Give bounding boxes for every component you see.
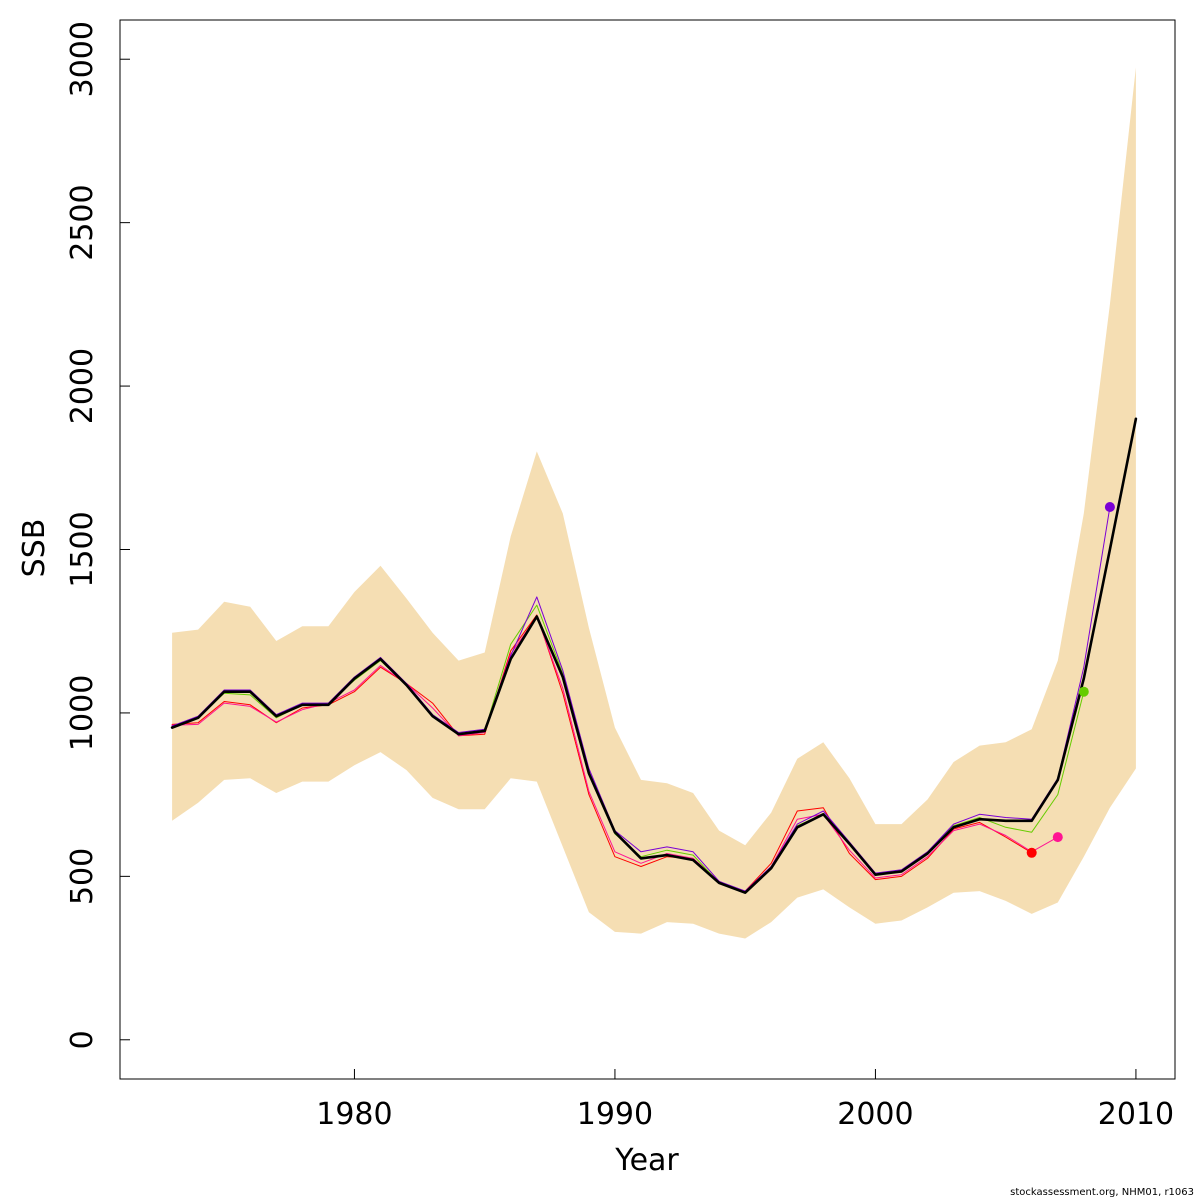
series-layer — [170, 417, 1138, 895]
x-tick-label: 1990 — [577, 1097, 653, 1132]
y-axis-title: SSB — [17, 519, 52, 578]
y-tick-label: 0 — [65, 1030, 100, 1049]
footer-note: stockassessment.org, NHM01, r1063 — [1010, 1187, 1194, 1198]
y-tick-label: 1500 — [65, 511, 100, 587]
axis-layer: 1980 1990 2000 2010 0 500 1000 1500 2000 2500 3000 — [65, 21, 1174, 1132]
x-tick-label: 2000 — [837, 1097, 913, 1132]
y-tick-label: 1000 — [65, 675, 100, 751]
y-tick-label: 2000 — [65, 348, 100, 424]
x-tick-label: 2010 — [1098, 1097, 1174, 1132]
x-tick-label: 1980 — [316, 1097, 392, 1132]
confidence-band-layer — [172, 67, 1136, 939]
y-tick-label: 2500 — [65, 184, 100, 260]
confidence-band — [172, 67, 1136, 939]
x-axis-title: Year — [614, 1143, 679, 1178]
series-line-1 — [170, 417, 1138, 895]
y-tick-label: 500 — [65, 848, 100, 905]
y-tick-label: 3000 — [65, 21, 100, 97]
endpoint-marker-layer — [1026, 502, 1115, 858]
series-endpoint-marker-3 — [1078, 686, 1089, 697]
series-endpoint-marker-2 — [1104, 502, 1115, 512]
series-endpoint-marker-4 — [1052, 832, 1063, 843]
series-endpoint-marker-5 — [1026, 847, 1037, 858]
